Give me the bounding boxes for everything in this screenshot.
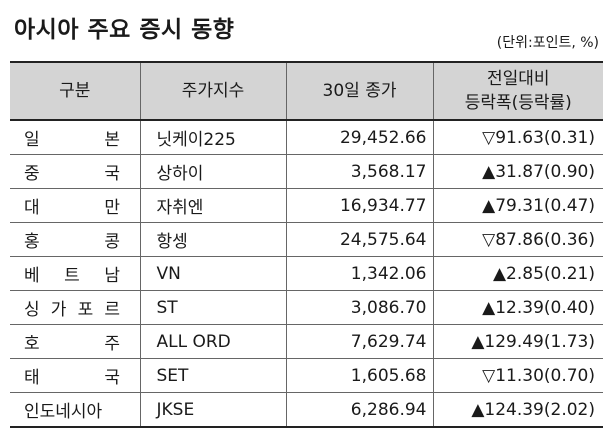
cell-close: 1,342.06 [285,256,434,291]
table-body: 일 본 닛케이225 29,452.66 ▽91.63(0.31) 중 국 상하이 3,568.… [10,119,603,428]
cell-change: ▲31.87(0.90) [432,154,603,189]
table-row: 호 주 ALL ORD 7,629.74 ▲129.49(1.73) [10,324,603,359]
table-row: 인도네시아 JKSE 6,286.94 ▲124.39(2.02) [10,392,603,428]
cell-index: ALL ORD [139,324,287,359]
header-row: 구분 주가지수 30일 종가 전일대비 등락폭(등락률) [10,61,603,121]
cell-close: 24,575.64 [285,222,434,257]
cell-close: 1,605.68 [285,358,434,393]
header-close: 30일 종가 [285,61,434,121]
cell-close: 7,629.74 [285,324,434,359]
cell-change: ▲12.39(0.40) [432,290,603,325]
page-title: 아시아 주요 증시 동향 [14,17,235,43]
cell-country: 인도네시아 [10,392,141,428]
cell-index: 닛케이225 [139,119,287,155]
cell-index: 항셍 [139,222,287,257]
table-row: 중 국 상하이 3,568.17 ▲31.87(0.90) [10,154,603,189]
table-row: 베 트 남 VN 1,342.06 ▲2.85(0.21) [10,256,603,291]
cell-change: ▲79.31(0.47) [432,188,603,223]
cell-index: 자취엔 [139,188,287,223]
header-change-line2: 등락폭(등락률) [464,93,572,113]
cell-close: 6,286.94 [285,392,434,428]
table-row: 대 만 자취엔 16,934.77 ▲79.31(0.47) [10,188,603,223]
cell-change: ▽91.63(0.31) [432,119,603,155]
table-row: 싱 가 포 르 ST 3,086.70 ▲12.39(0.40) [10,290,603,325]
cell-close: 16,934.77 [285,188,434,223]
cell-index: 상하이 [139,154,287,189]
cell-close: 3,568.17 [285,154,434,189]
cell-change: ▽11.30(0.70) [432,358,603,393]
table-row: 홍 콩 항셍 24,575.64 ▽87.86(0.36) [10,222,603,257]
asia-stock-table: 구분 주가지수 30일 종가 전일대비 등락폭(등락률) 일 본 닛케이225 29,… [10,61,603,428]
cell-change: ▲2.85(0.21) [432,256,603,291]
cell-index: ST [139,290,287,325]
cell-index: JKSE [139,392,287,428]
table-row: 일 본 닛케이225 29,452.66 ▽91.63(0.31) [10,119,603,155]
cell-close: 3,086.70 [285,290,434,325]
cell-change: ▲129.49(1.73) [432,324,603,359]
cell-change: ▲124.39(2.02) [432,392,603,428]
unit-note: (단위:포인트, %) [496,35,599,51]
country-name: 인도네시아 [24,402,103,422]
header-change: 전일대비 등락폭(등락률) [432,61,603,121]
cell-close: 29,452.66 [285,119,434,155]
cell-change: ▽87.86(0.36) [432,222,603,257]
cell-index: SET [139,358,287,393]
cell-index: VN [139,256,287,291]
header-change-line1: 전일대비 [486,69,550,89]
header-region: 구분 [10,61,141,121]
table-row: 태 국 SET 1,605.68 ▽11.30(0.70) [10,358,603,393]
header-index: 주가지수 [139,61,287,121]
